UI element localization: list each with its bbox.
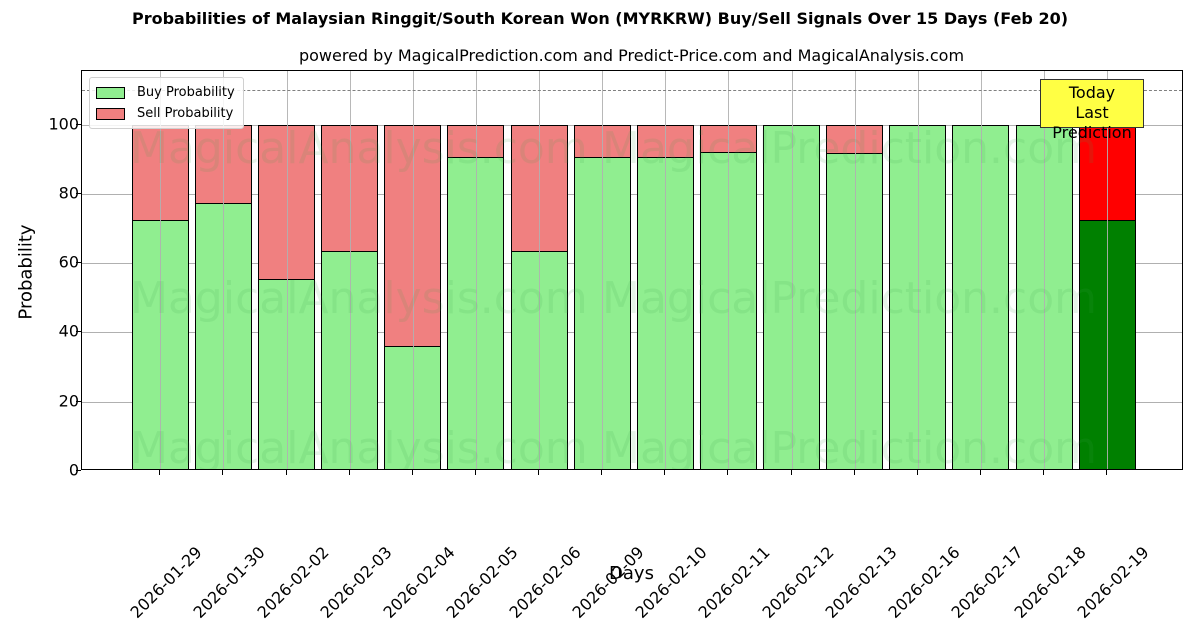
gridline-vertical xyxy=(160,71,162,469)
legend-sell-label: Sell Probability xyxy=(137,106,234,121)
y-tick-mark xyxy=(76,470,81,471)
x-tick-mark xyxy=(853,470,855,475)
x-tick-mark xyxy=(348,470,350,475)
x-tick-mark xyxy=(474,470,476,475)
plot-area: Buy Probability Sell Probability Today L… xyxy=(81,70,1183,470)
gridline-horizontal xyxy=(82,401,1182,403)
gridline-vertical xyxy=(854,71,856,469)
y-axis-label: Probability xyxy=(15,224,37,320)
gridline-vertical xyxy=(980,71,982,469)
x-tick-mark xyxy=(727,470,729,475)
gridline-horizontal xyxy=(82,193,1182,195)
legend-item-sell: Sell Probability xyxy=(96,103,235,124)
x-tick-mark xyxy=(1043,470,1045,475)
gridline-horizontal xyxy=(82,124,1182,126)
x-tick-mark xyxy=(790,470,792,475)
y-tick-label: 20 xyxy=(58,391,79,411)
gridline-vertical xyxy=(1107,71,1109,469)
y-tick-mark xyxy=(76,331,81,333)
x-tick-mark xyxy=(159,470,161,475)
x-tick-mark xyxy=(601,470,603,475)
y-tick-label: 0 xyxy=(68,460,79,480)
x-axis-label: Days xyxy=(609,563,654,584)
gridline-vertical xyxy=(1044,71,1046,469)
gridline-vertical xyxy=(665,71,667,469)
legend-item-buy: Buy Probability xyxy=(96,82,235,103)
gridline-horizontal xyxy=(82,332,1182,334)
chart-subtitle: powered by MagicalPrediction.com and Pre… xyxy=(298,46,965,65)
y-tick-label: 80 xyxy=(58,183,79,203)
gridline-vertical xyxy=(728,71,730,469)
x-tick-mark xyxy=(1106,470,1108,475)
y-tick-mark xyxy=(76,192,81,194)
x-tick-mark xyxy=(979,470,981,475)
buy-swatch-icon xyxy=(96,86,125,99)
gridline-vertical xyxy=(917,71,919,469)
sell-swatch-icon xyxy=(96,107,125,120)
gridline-vertical xyxy=(349,71,351,469)
x-tick-mark xyxy=(916,470,918,475)
x-tick-mark xyxy=(222,470,224,475)
y-tick-label: 100 xyxy=(48,114,79,134)
chart-title: Probabilities of Malaysian Ringgit/South… xyxy=(131,9,1069,28)
gridline-vertical xyxy=(223,71,225,469)
gridline-vertical xyxy=(539,71,541,469)
today-annotation: Today Last Prediction xyxy=(1040,79,1144,142)
x-tick-mark xyxy=(538,470,540,475)
gridline-vertical xyxy=(475,71,477,469)
gridline-horizontal xyxy=(82,263,1182,265)
y-tick-mark xyxy=(76,262,81,264)
gridline-vertical xyxy=(286,71,288,469)
annotation-line-1: Today xyxy=(1068,83,1116,102)
gridline-vertical xyxy=(412,71,414,469)
x-tick-mark xyxy=(664,470,666,475)
x-tick-mark xyxy=(411,470,413,475)
gridline-vertical xyxy=(602,71,604,469)
legend: Buy Probability Sell Probability xyxy=(89,77,244,129)
reference-line xyxy=(82,90,1182,92)
annotation-line-2: Last Prediction xyxy=(1052,103,1132,142)
legend-buy-label: Buy Probability xyxy=(137,85,235,100)
y-tick-mark xyxy=(76,400,81,402)
x-tick-mark xyxy=(285,470,287,475)
y-tick-mark xyxy=(76,123,81,125)
y-tick-label: 40 xyxy=(58,321,79,341)
gridline-vertical xyxy=(791,71,793,469)
y-tick-label: 60 xyxy=(58,252,79,272)
